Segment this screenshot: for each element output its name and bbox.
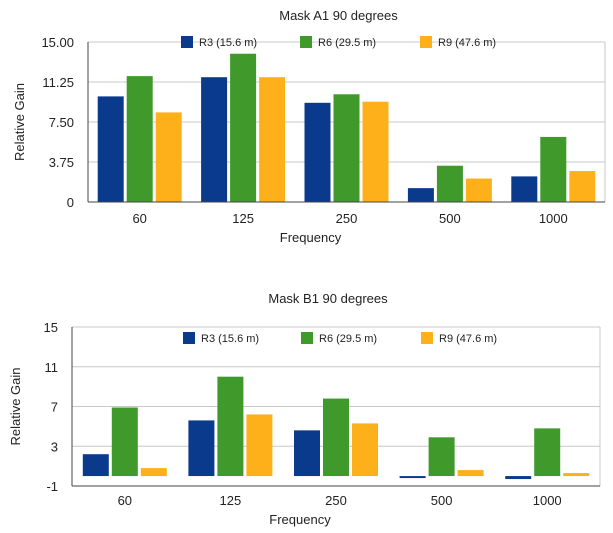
bar-r6-60 <box>126 76 153 202</box>
bar-r9-125 <box>259 77 286 202</box>
y-tick-label: -1 <box>46 479 58 494</box>
x-tick-label: 500 <box>431 493 453 508</box>
bar-r9-125 <box>246 414 273 477</box>
bar-r3-500 <box>399 476 426 479</box>
bar-r3-250 <box>304 102 331 202</box>
bar-r9-60 <box>155 112 182 202</box>
bar-r3-60 <box>97 96 124 202</box>
bar-r6-500 <box>428 437 455 477</box>
legend-entry: R3 (15.6 m) <box>201 333 259 345</box>
x-axis-label: Frequency <box>280 230 342 245</box>
chart-panel-2: Mask B1 90 degrees -1 3 7 11 15 60 125 250 500 100… <box>8 291 601 527</box>
y-tick-label: 11.25 <box>42 75 74 90</box>
bar-r6-1000 <box>540 136 567 202</box>
y-tick-label: 11 <box>45 360 59 375</box>
legend-swatch <box>300 36 312 48</box>
bar-r9-250 <box>362 101 389 202</box>
x-tick-label: 60 <box>132 211 146 226</box>
bar-r6-1000 <box>534 428 561 477</box>
x-axis-label: Frequency <box>269 512 331 527</box>
bar-r3-125 <box>201 77 228 202</box>
bar-r9-250 <box>352 423 378 477</box>
bar-r3-250 <box>294 430 320 477</box>
legend-swatch <box>181 36 193 48</box>
bar-r9-1000 <box>569 171 596 202</box>
y-axis-label: Relative Gain <box>8 367 23 445</box>
x-tick-label: 250 <box>325 493 347 508</box>
y-tick-label: 7.50 <box>49 115 74 130</box>
chart-panel-1: Mask A1 90 degrees 0 3.75 7.50 11.25 15.00 60 1… <box>12 8 606 245</box>
legend-swatch <box>183 332 195 344</box>
legend-entry: R9 (47.6 m) <box>438 37 496 49</box>
bar-r3-1000 <box>511 176 538 202</box>
bar-r9-1000 <box>563 473 590 477</box>
bar-r6-60 <box>111 407 138 477</box>
chart-title: Mask B1 90 degrees <box>268 291 388 306</box>
x-tick-label: 250 <box>336 211 358 226</box>
x-tick-label: 125 <box>220 493 242 508</box>
bar-r6-125 <box>230 53 257 202</box>
legend-swatch <box>301 332 313 344</box>
legend-swatch <box>420 36 432 48</box>
bar-r3-60 <box>82 454 109 477</box>
bar-r6-500 <box>436 165 463 202</box>
y-tick-label: 0 <box>67 195 74 210</box>
x-tick-label: 500 <box>439 211 461 226</box>
bar-r3-500 <box>407 188 434 202</box>
legend-entry: R6 (29.5 m) <box>318 37 376 49</box>
x-tick-label: 125 <box>232 211 254 226</box>
bar-r3-1000 <box>505 476 532 480</box>
chart-title: Mask A1 90 degrees <box>279 8 398 23</box>
y-tick-label: 7 <box>51 400 58 415</box>
y-tick-label: 15.00 <box>41 35 74 50</box>
legend-entry: R6 (29.5 m) <box>319 333 377 345</box>
bar-r6-125 <box>217 376 244 477</box>
y-tick-label: 15 <box>44 320 58 335</box>
y-axis-label: Relative Gain <box>12 83 27 161</box>
bar-r6-250 <box>323 398 349 477</box>
bar-r9-500 <box>457 470 484 477</box>
legend-entry: R9 (47.6 m) <box>439 333 497 345</box>
bar-r9-60 <box>140 468 167 477</box>
x-tick-label: 60 <box>118 493 132 508</box>
bar-r3-125 <box>188 420 215 477</box>
y-tick-label: 3.75 <box>49 155 74 170</box>
legend: R3 (15.6 m) R6 (29.5 m) R9 (47.6 m) <box>183 332 497 345</box>
y-tick-label: 3 <box>51 439 58 454</box>
legend-entry: R3 (15.6 m) <box>199 37 257 49</box>
bar-r6-250 <box>333 94 360 202</box>
legend: R3 (15.6 m) R6 (29.5 m) R9 (47.6 m) <box>181 36 496 49</box>
bar-r9-500 <box>465 178 492 202</box>
x-tick-label: 1000 <box>533 493 562 508</box>
x-tick-label: 1000 <box>539 211 568 226</box>
legend-swatch <box>421 332 433 344</box>
